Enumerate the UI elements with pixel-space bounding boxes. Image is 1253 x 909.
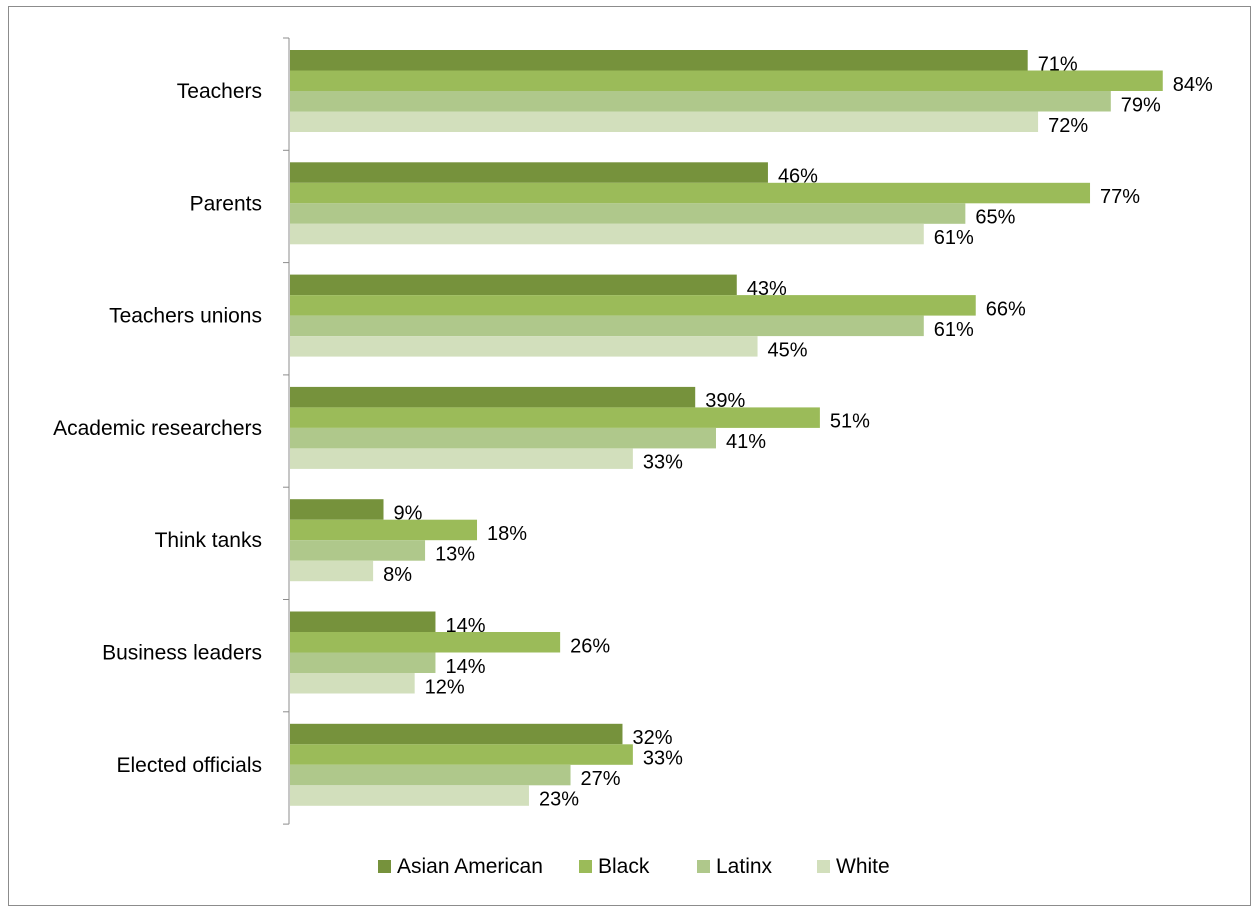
bar xyxy=(290,407,820,428)
bar xyxy=(290,162,768,183)
bar xyxy=(290,652,436,673)
bar xyxy=(290,336,758,357)
bar xyxy=(290,111,1039,132)
bar xyxy=(290,50,1028,71)
bar xyxy=(290,91,1111,112)
data-label: 77% xyxy=(1100,186,1140,208)
bars-group xyxy=(290,50,1163,806)
data-label: 14% xyxy=(445,615,485,637)
data-label: 26% xyxy=(570,635,610,657)
bar xyxy=(290,560,374,582)
category-label: Parents xyxy=(190,192,262,215)
data-label: 39% xyxy=(705,390,745,412)
legend-swatch xyxy=(579,860,592,873)
bar xyxy=(290,274,737,296)
bar xyxy=(290,182,1091,204)
data-label: 18% xyxy=(487,523,527,545)
data-label: 13% xyxy=(435,543,475,565)
legend-label: Latinx xyxy=(716,855,773,878)
bar xyxy=(290,540,426,561)
data-label: 41% xyxy=(726,431,766,453)
category-axis xyxy=(283,37,290,825)
data-label: 32% xyxy=(632,727,672,749)
data-label: 66% xyxy=(986,298,1026,320)
bar xyxy=(290,611,436,632)
bar xyxy=(290,744,633,765)
data-label: 46% xyxy=(778,166,818,188)
bar xyxy=(290,70,1163,91)
category-label: Teachers xyxy=(177,80,262,103)
data-label: 33% xyxy=(643,748,683,770)
legend-swatch xyxy=(817,860,830,873)
data-label: 12% xyxy=(425,676,465,698)
data-label: 71% xyxy=(1038,53,1078,75)
data-label: 61% xyxy=(934,319,974,341)
bar xyxy=(290,632,561,653)
category-label: Academic researchers xyxy=(53,417,262,440)
category-labels: Teachers Parents Teachers unions Academic r… xyxy=(53,80,262,777)
category-label: Think tanks xyxy=(155,529,262,552)
data-label: 43% xyxy=(747,278,787,300)
category-label: Elected officials xyxy=(116,754,262,777)
category-label: Business leaders xyxy=(102,642,262,665)
bar xyxy=(290,386,696,408)
data-label: 84% xyxy=(1173,74,1213,96)
legend: Asian American Black Latinx White xyxy=(378,855,890,878)
bar xyxy=(290,448,633,469)
category-label: Teachers unions xyxy=(109,305,262,328)
bar xyxy=(290,203,966,224)
data-label: 61% xyxy=(934,227,974,249)
legend-label: Asian American xyxy=(397,855,543,878)
value-labels: 71%84%79%72%46%77%65%61%43%66%61%45%39%5… xyxy=(383,53,1213,810)
data-label: 65% xyxy=(975,207,1015,229)
bar xyxy=(290,785,529,806)
data-label: 79% xyxy=(1121,94,1161,116)
bar xyxy=(290,427,716,449)
bar xyxy=(290,499,384,520)
legend-swatch xyxy=(697,860,710,873)
legend-swatch xyxy=(378,860,391,873)
bar xyxy=(290,295,976,316)
data-label: 8% xyxy=(383,564,412,586)
data-label: 72% xyxy=(1048,115,1088,137)
bar xyxy=(290,519,478,541)
data-label: 14% xyxy=(445,656,485,678)
data-label: 9% xyxy=(394,502,423,524)
legend-label: White xyxy=(836,855,890,878)
bar xyxy=(290,723,623,745)
bar xyxy=(290,223,924,245)
legend-label: Black xyxy=(598,855,650,878)
bar xyxy=(290,673,415,694)
bar xyxy=(290,764,571,786)
data-label: 23% xyxy=(539,789,579,811)
data-label: 27% xyxy=(581,768,621,790)
data-label: 45% xyxy=(768,339,808,361)
data-label: 51% xyxy=(830,411,870,433)
bar xyxy=(290,315,924,337)
data-label: 33% xyxy=(643,452,683,474)
